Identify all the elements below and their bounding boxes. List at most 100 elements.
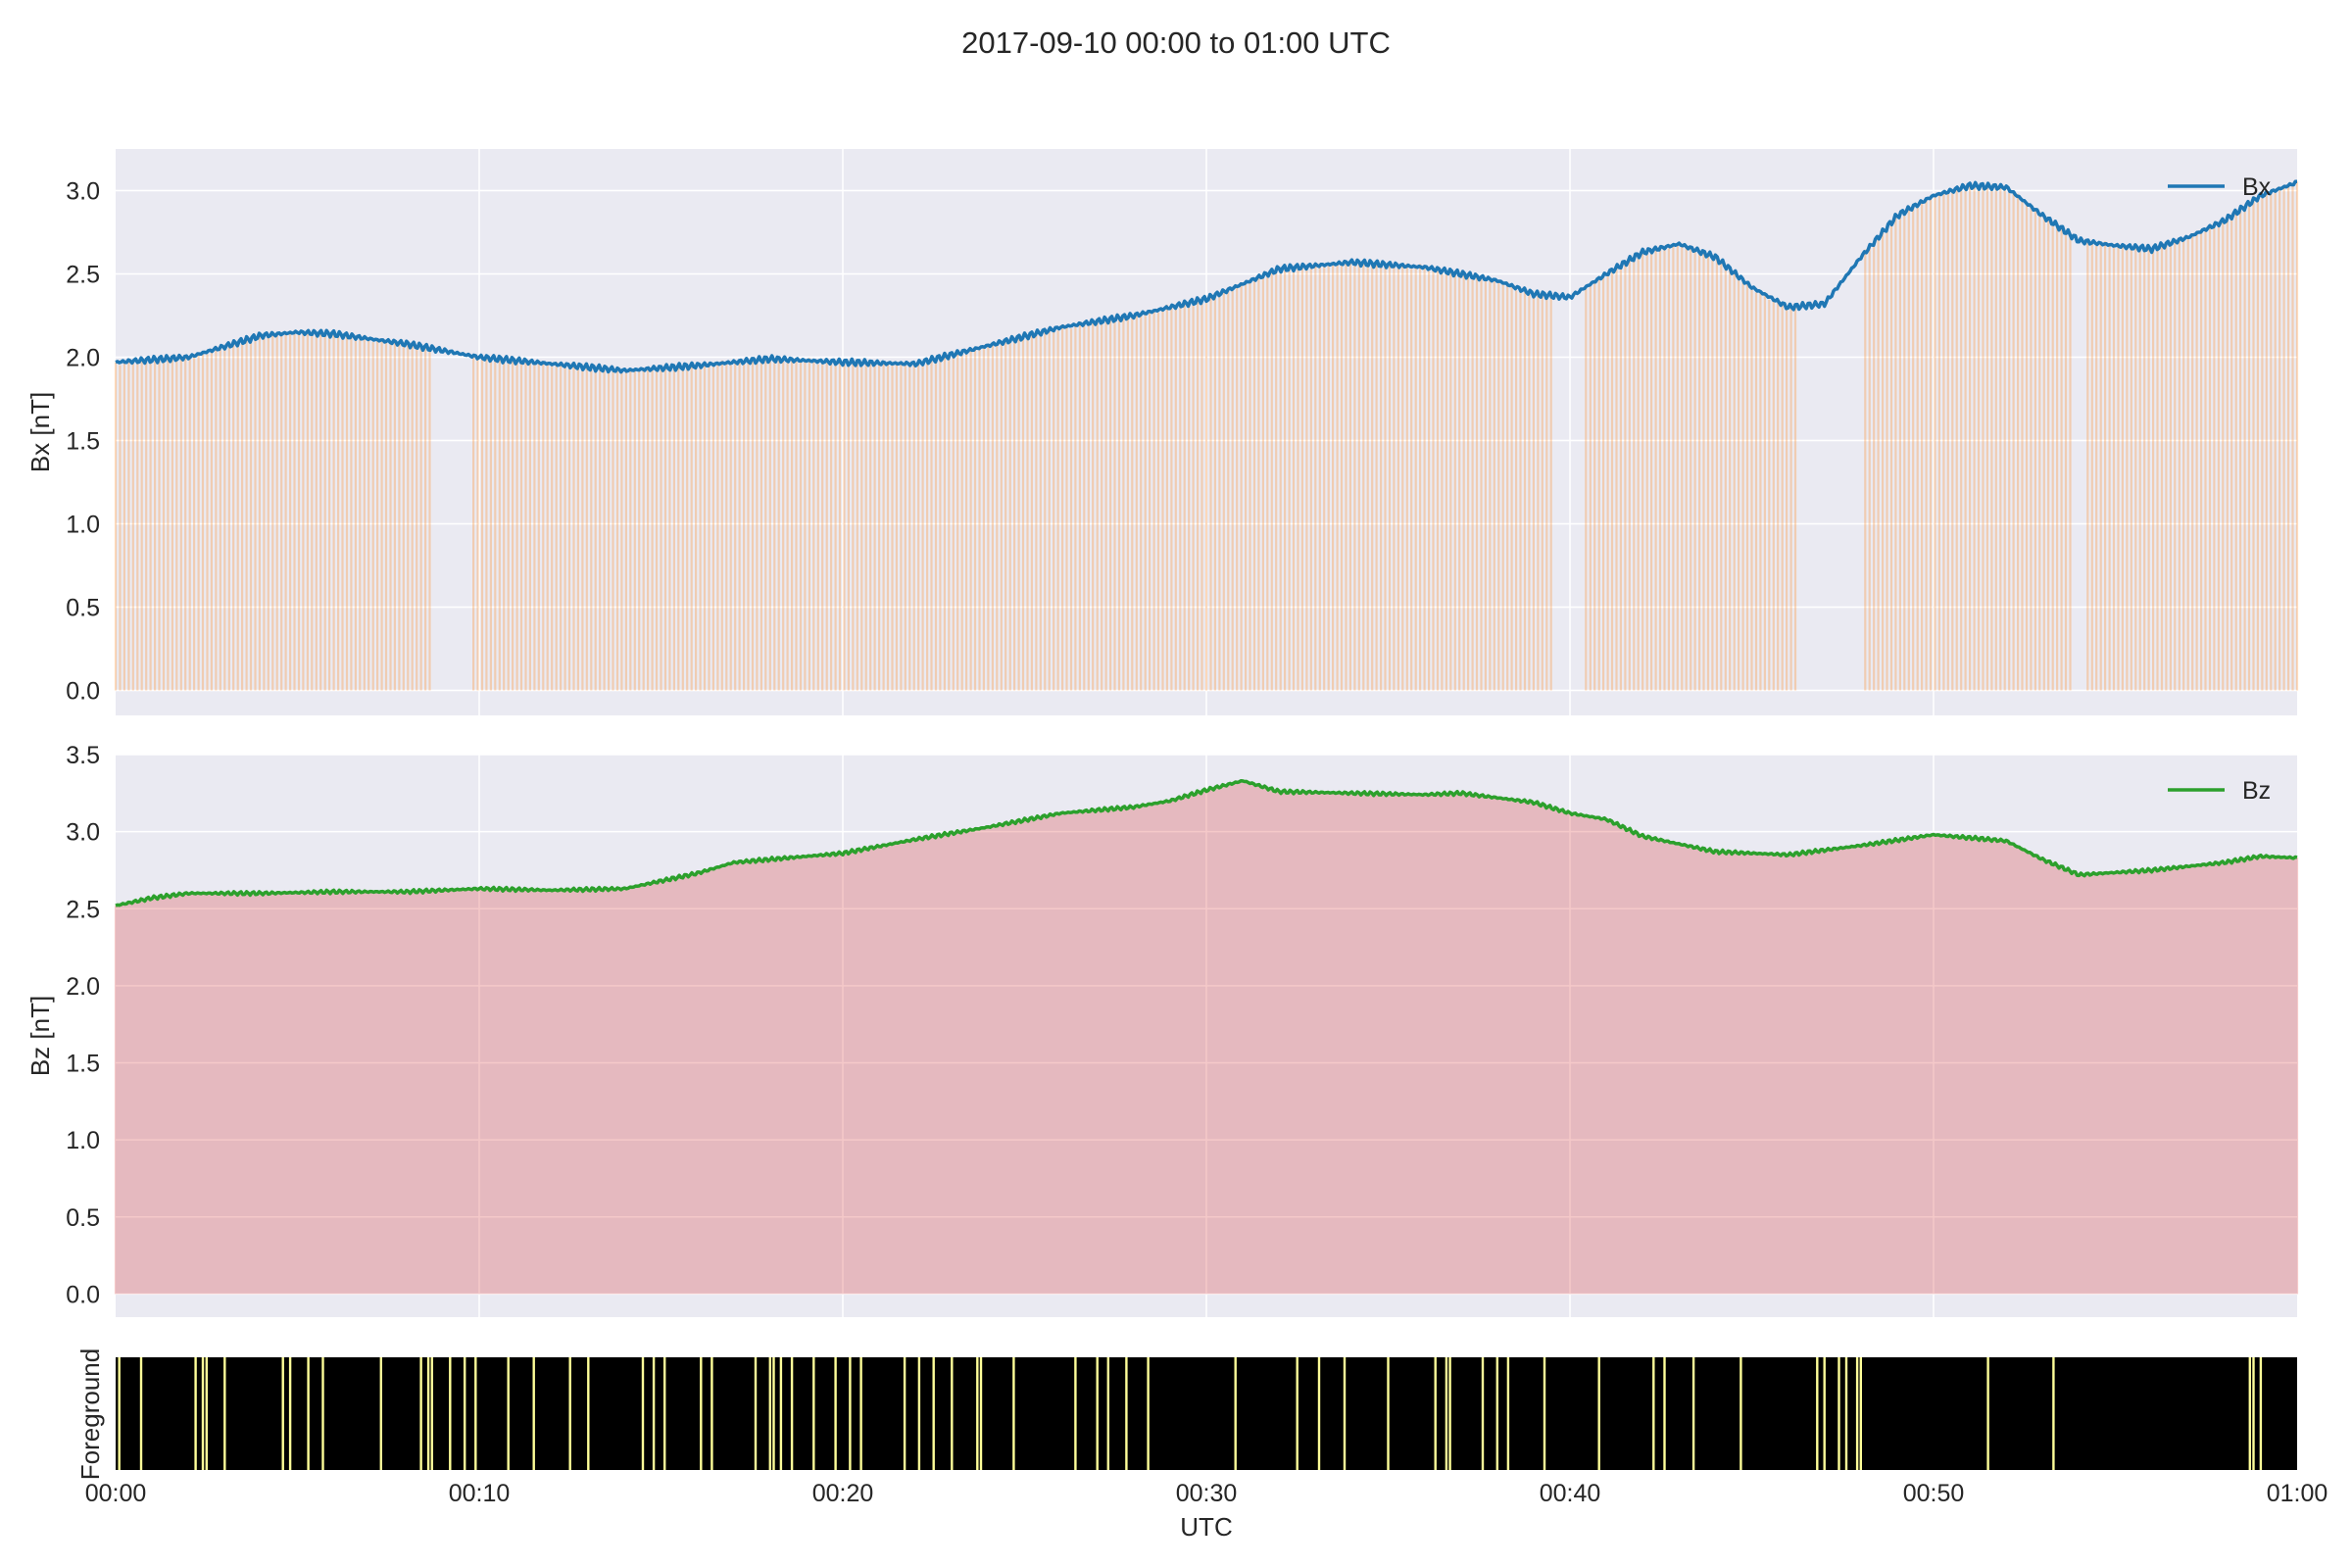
foreground-flag <box>532 1357 535 1470</box>
foreground-y-axis-label: Foreground <box>75 1348 105 1480</box>
foreground-flag <box>917 1357 921 1470</box>
y-tick-label: 3.0 <box>66 178 100 206</box>
x-ticks: 00:00 00:10 00:20 00:30 00:40 00:50 01:00 <box>85 1480 2328 1507</box>
foreground-flag <box>700 1357 703 1470</box>
foreground-flag <box>1838 1357 1840 1470</box>
x-tick-label: 00:00 <box>85 1480 147 1507</box>
bz-y-axis-label: Bz [nT] <box>25 996 55 1076</box>
foreground-flag <box>2252 1357 2255 1470</box>
foreground-flag <box>430 1357 433 1470</box>
foreground-flag <box>507 1357 510 1470</box>
foreground-flag <box>201 1357 205 1470</box>
y-tick-label: 2.5 <box>66 262 100 289</box>
foreground-flag <box>1691 1357 1695 1470</box>
foreground-flag <box>449 1357 452 1470</box>
foreground-flag <box>1663 1357 1666 1470</box>
foreground-flag <box>1986 1357 1989 1470</box>
foreground-flag <box>474 1357 477 1470</box>
foreground-flag <box>1597 1357 1600 1470</box>
foreground-flag <box>652 1357 656 1470</box>
y-tick-label: 1.5 <box>66 1051 100 1078</box>
foreground-flag <box>1448 1357 1451 1470</box>
foreground-flags <box>118 1357 2263 1470</box>
bx-grid <box>116 149 2297 715</box>
foreground-flag <box>1012 1357 1015 1470</box>
bz-grid <box>116 754 2297 1317</box>
foreground-flag <box>1816 1357 1819 1470</box>
y-tick-label: 3.0 <box>66 819 100 847</box>
chart-title: 2017-09-10 00:00 to 01:00 UTC <box>961 25 1391 60</box>
foreground-flag <box>1855 1357 1859 1470</box>
y-tick-label: 2.5 <box>66 896 100 923</box>
foreground-flag <box>772 1357 775 1470</box>
fill-to-zero <box>114 181 2299 691</box>
fill-to-zero <box>114 780 2299 1295</box>
foreground-flag <box>1296 1357 1298 1470</box>
bz-series <box>115 779 2298 907</box>
foreground-panel: Foreground 00:00 00:10 00:20 00:30 00:40 00:5… <box>75 1348 2328 1542</box>
foreground-flag <box>1125 1357 1128 1470</box>
foreground-flag <box>779 1357 783 1470</box>
foreground-flag <box>641 1357 645 1470</box>
x-tick-label: 00:30 <box>1176 1480 1238 1507</box>
y-tick-label: 0.5 <box>66 595 100 622</box>
bx-y-axis-label: Bx [nT] <box>25 392 55 472</box>
bz-legend-label: Bz <box>2242 777 2271 805</box>
foreground-flag <box>2259 1357 2263 1470</box>
bx-panel: 0.0 0.5 1.0 1.5 2.0 2.5 3.0 Bx [nT] Bx <box>25 149 2299 715</box>
foreground-flag <box>1823 1357 1826 1470</box>
foreground-flag <box>1343 1357 1347 1470</box>
foreground-flag <box>710 1357 713 1470</box>
foreground-flag <box>426 1357 430 1470</box>
foreground-flag <box>1434 1357 1437 1470</box>
foreground-flag <box>812 1357 815 1470</box>
foreground-flag <box>1495 1357 1498 1470</box>
foreground-flag <box>1859 1357 1862 1470</box>
foreground-flag <box>1740 1357 1742 1470</box>
x-tick-label: 00:20 <box>812 1480 874 1507</box>
foreground-flag <box>288 1357 292 1470</box>
foreground-flag <box>754 1357 758 1470</box>
series-line <box>115 779 2298 907</box>
foreground-flag <box>932 1357 935 1470</box>
foreground-flag <box>1506 1357 1510 1470</box>
foreground-flag <box>281 1357 284 1470</box>
x-tick-label: 01:00 <box>2267 1480 2328 1507</box>
y-tick-label: 0.0 <box>66 1281 100 1308</box>
x-tick-label: 00:40 <box>1540 1480 1601 1507</box>
bz-y-ticks: 0.0 0.5 1.0 1.5 2.0 2.5 3.0 3.5 <box>66 742 100 1308</box>
foreground-flag <box>859 1357 862 1470</box>
bz-fill <box>114 780 2299 1295</box>
x-tick-label: 00:50 <box>1903 1480 1965 1507</box>
foreground-flag <box>1074 1357 1077 1470</box>
foreground-flag <box>951 1357 954 1470</box>
foreground-flag <box>464 1357 466 1470</box>
foreground-flag <box>1481 1357 1485 1470</box>
y-tick-label: 2.0 <box>66 345 100 372</box>
foreground-flag <box>1387 1357 1390 1470</box>
foreground-flag <box>1147 1357 1150 1470</box>
bx-series <box>115 179 2297 374</box>
foreground-flag <box>663 1357 666 1470</box>
foreground-flag <box>379 1357 382 1470</box>
foreground-flag <box>834 1357 837 1470</box>
foreground-flag <box>1234 1357 1237 1470</box>
foreground-flag <box>979 1357 983 1470</box>
foreground-flag <box>321 1357 324 1470</box>
foreground-flag <box>1317 1357 1321 1470</box>
foreground-flag <box>205 1357 208 1470</box>
foreground-flag <box>1096 1357 1099 1470</box>
x-axis-label: UTC <box>1180 1512 1232 1542</box>
foreground-flag <box>223 1357 226 1470</box>
foreground-flag <box>139 1357 143 1470</box>
y-tick-label: 1.0 <box>66 512 100 539</box>
foreground-flag <box>1652 1357 1655 1470</box>
bx-y-ticks: 0.0 0.5 1.0 1.5 2.0 2.5 3.0 <box>66 178 100 706</box>
foreground-flag <box>2248 1357 2251 1470</box>
y-tick-label: 2.0 <box>66 973 100 1001</box>
foreground-flag <box>118 1357 121 1470</box>
foreground-flag <box>976 1357 979 1470</box>
foreground-flag <box>2052 1357 2055 1470</box>
foreground-flag <box>768 1357 771 1470</box>
